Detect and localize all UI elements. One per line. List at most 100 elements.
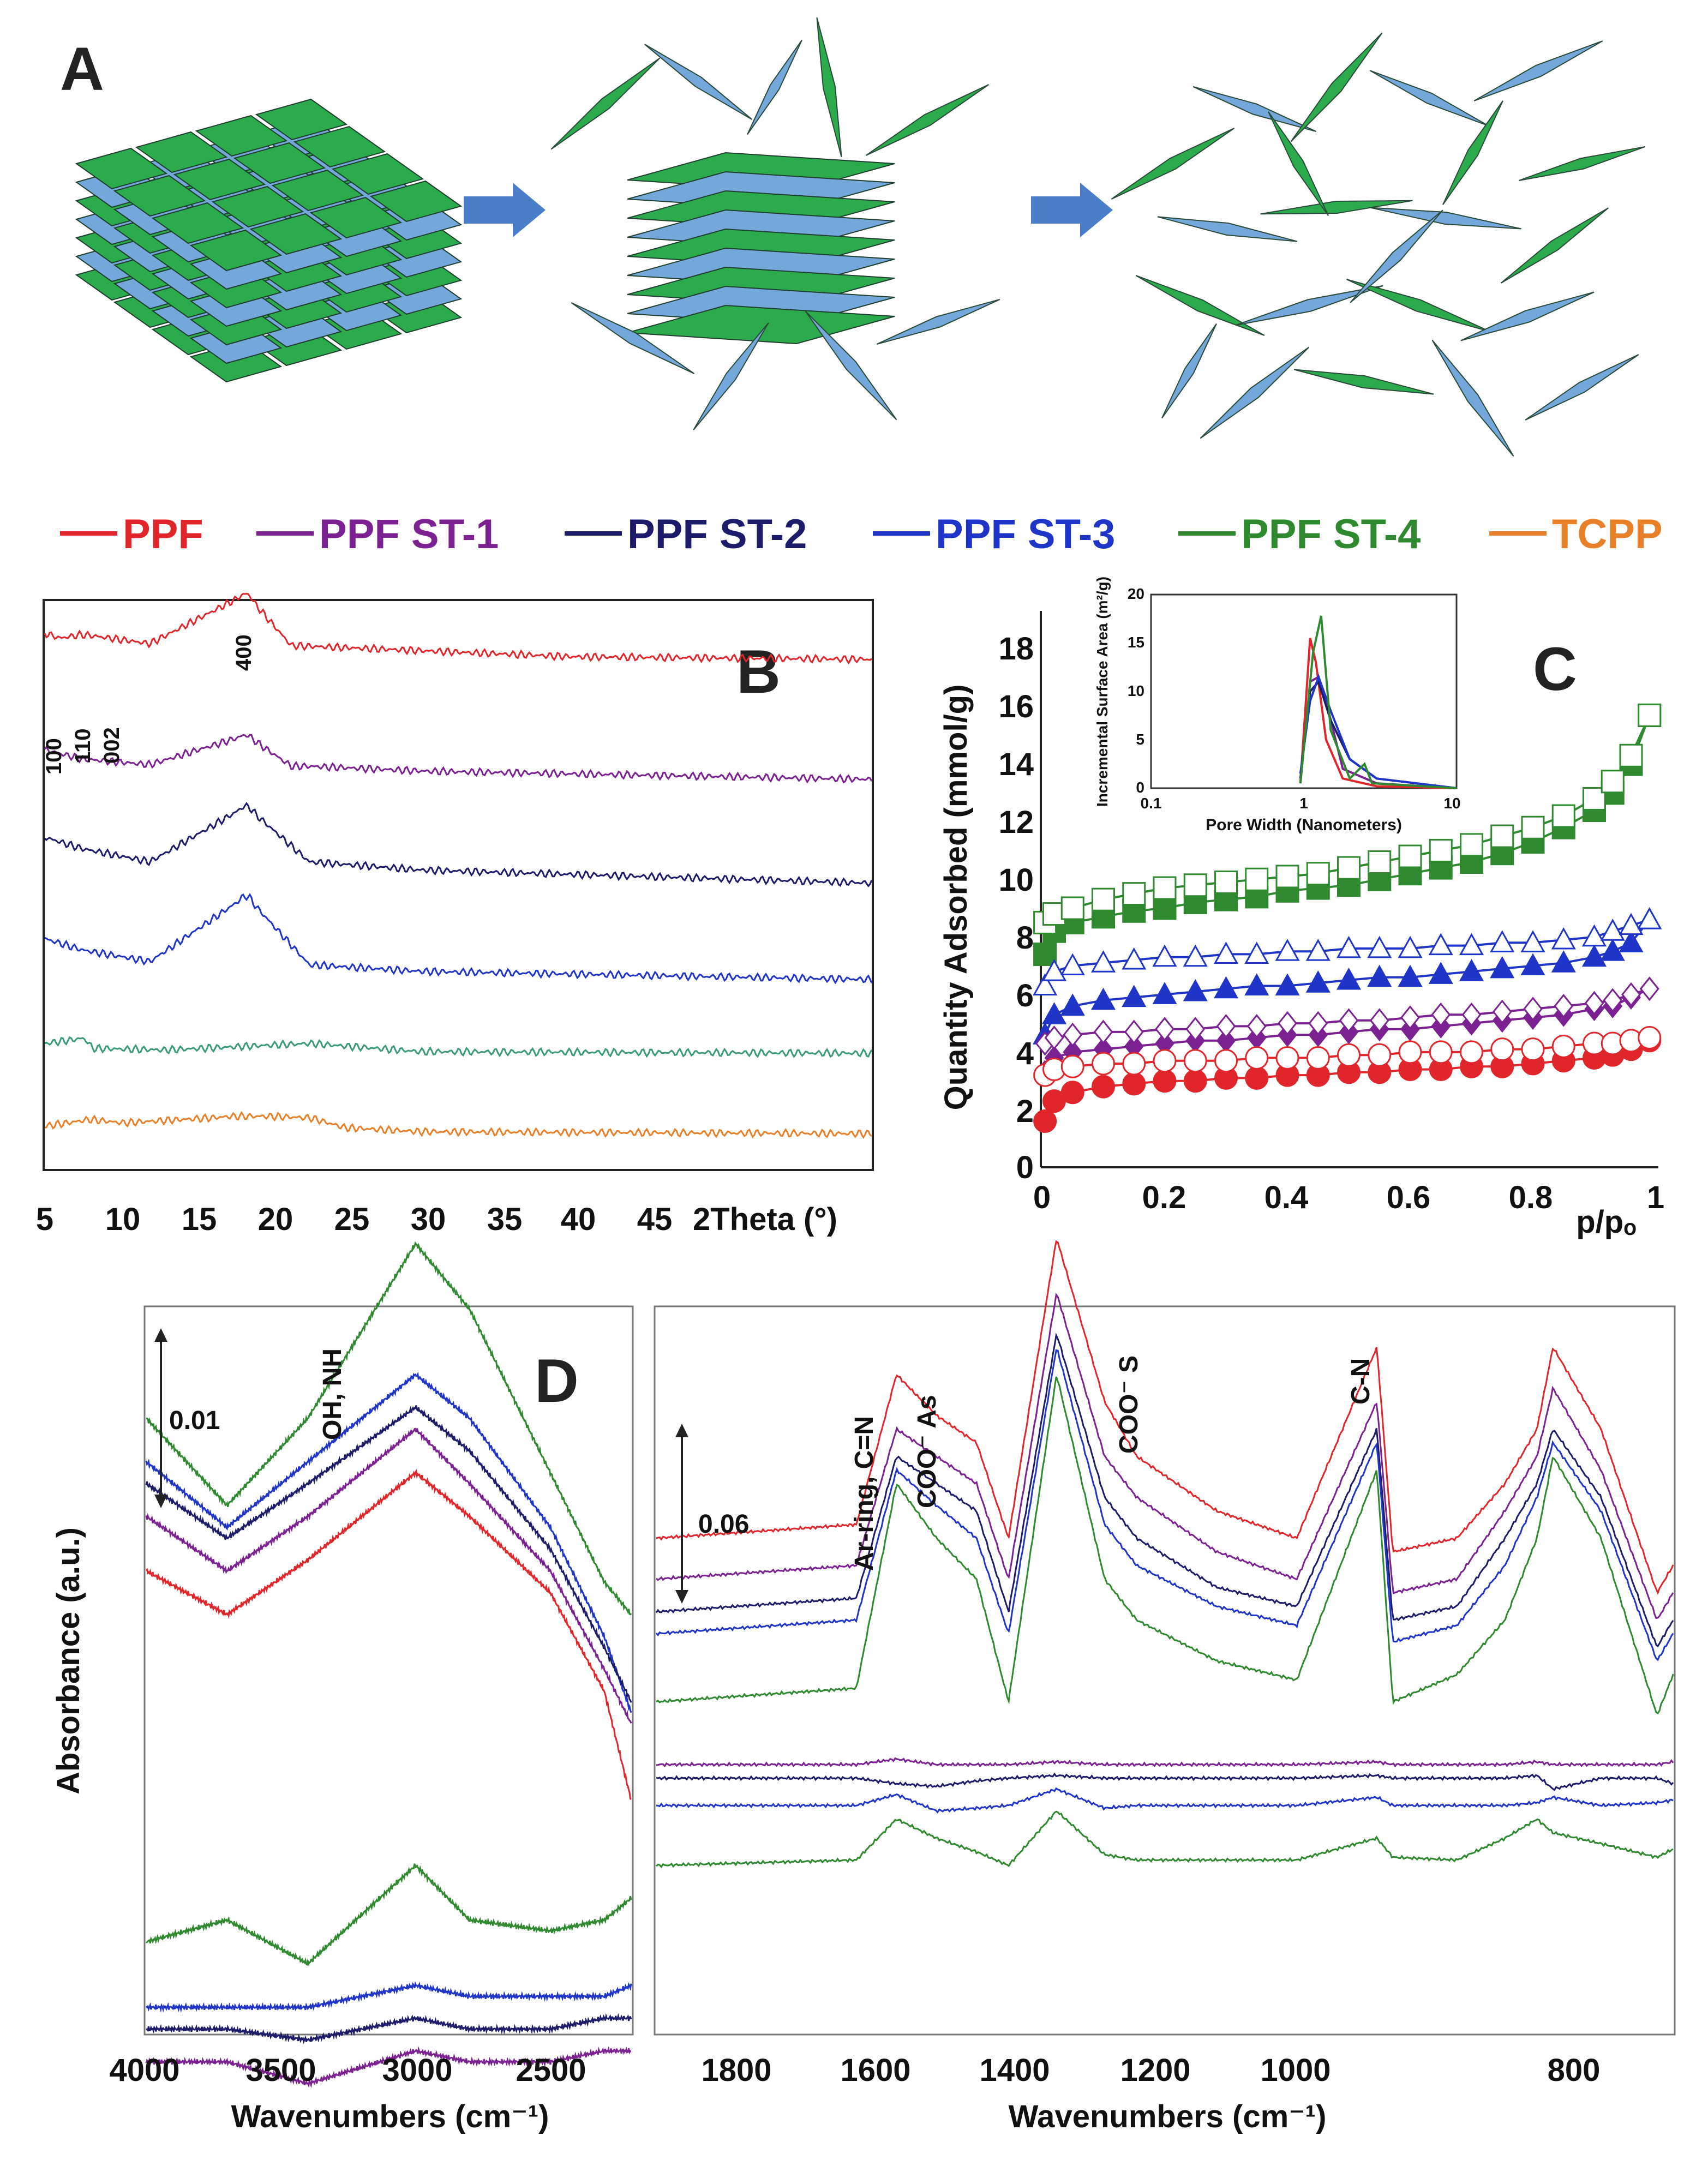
stack2-loose-sheet-3 — [865, 84, 990, 156]
isotherm-point-ppf-desorption-7 — [1214, 1049, 1238, 1073]
peak-label-002: 002 — [100, 727, 124, 764]
isotherm-point-ppf-st-1-desorption-8 — [1246, 1013, 1267, 1039]
panel-label-b: B — [736, 638, 781, 706]
stack1-tile-0-2-0 — [151, 202, 244, 244]
xrd-line-tcpp — [44, 1111, 872, 1139]
x-axis-title-d-right: Wavenumbers (cm⁻¹) — [1009, 2099, 1327, 2134]
isotherm-point-ppf-st-1-desorption-4 — [1124, 1019, 1144, 1045]
isotherm-point-ppf-st-4-desorption-15 — [1460, 833, 1483, 857]
isotherm-point-ppf-st-3-desorption-2 — [1060, 953, 1085, 976]
plot-d-left-frame — [143, 1305, 634, 2036]
scale-bar-right-top-arrow — [675, 1424, 688, 1437]
inset-y-tick-0: 0 — [1136, 779, 1144, 796]
isotherm-point-ppf-st-3-adsorption-10 — [1305, 970, 1331, 993]
isotherm-point-ppf-st-4-desorption-4 — [1122, 882, 1146, 906]
isotherm-point-ppf-st-3-desorption-11 — [1336, 935, 1362, 958]
ftir-line-ppf-st-3 — [145, 1371, 632, 1713]
stack3-sheet-2 — [1290, 32, 1383, 142]
x-axis-title-c: p/pₒ — [1576, 1204, 1637, 1240]
isotherm-point-ppf-desorption-8 — [1245, 1046, 1269, 1070]
isotherm-point-ppf-st-3-adsorption-13 — [1398, 964, 1423, 987]
isotherm-point-ppf-st-3-desorption-10 — [1305, 939, 1331, 961]
legend-label-st1: PPF ST-1 — [319, 511, 499, 557]
isotherm-point-ppf-st-4-desorption-21 — [1619, 743, 1643, 767]
isotherm-point-ppf-st-3-desorption-16 — [1490, 930, 1515, 952]
peak-label-400: 400 — [232, 634, 256, 671]
stack1-tile-0-0-0 — [75, 147, 168, 190]
legend-label-tcpp: TCPP — [1552, 511, 1663, 557]
y-tick-c-7: 14 — [998, 747, 1034, 782]
x-tick-dl-0: 4000 — [109, 2053, 179, 2088]
stack2-loose-sheet-6 — [805, 310, 897, 421]
xrd-line-ppf-st-2 — [44, 802, 873, 887]
isotherm-point-ppf-desorption-13 — [1398, 1040, 1422, 1064]
stack1-tile-0-1-0 — [113, 175, 206, 217]
y-tick-c-8: 16 — [998, 689, 1034, 724]
annotation-coo-s: COO⁻ S — [1114, 1355, 1143, 1454]
stack1-tile-0-0-3 — [255, 98, 348, 141]
isotherm-point-ppf-st-3-desorption-9 — [1275, 939, 1300, 961]
isotherm-point-ppf-st-4-desorption-22 — [1638, 703, 1662, 727]
stack3-sheet-8 — [1370, 207, 1521, 230]
isotherm-point-ppf-desorption-10 — [1306, 1046, 1330, 1070]
legend-label-st4: PPF ST-4 — [1241, 511, 1421, 557]
isotherm-point-ppf-desorption-12 — [1368, 1043, 1392, 1067]
x-tick-b-4: 25 — [334, 1202, 370, 1237]
isotherm-point-ppf-st-3-adsorption-19 — [1581, 944, 1607, 967]
stack3-sheet-17 — [1525, 354, 1639, 421]
xrd-line-ppf — [44, 592, 872, 665]
y-tick-c-5: 10 — [998, 862, 1034, 898]
stack3-sheet-6 — [1157, 216, 1298, 242]
isotherm-point-ppf-desorption-5 — [1153, 1049, 1177, 1073]
isotherm-point-ppf-st-3-desorption-4 — [1122, 947, 1147, 970]
x-tick-c-2: 0.4 — [1264, 1180, 1309, 1215]
stack3-sheet-13 — [1460, 291, 1595, 341]
plot-d-right — [655, 1240, 1674, 1868]
isotherm-point-ppf-st-1-desorption-22 — [1639, 976, 1659, 1001]
stack1-tile-0-0-2 — [195, 115, 288, 157]
stack2-loose-sheet-2 — [816, 17, 842, 158]
isotherm-point-ppf-st-1-desorption-3 — [1093, 1019, 1113, 1045]
isotherm-point-ppf-st-4-desorption-12 — [1368, 850, 1392, 874]
isotherm-point-ppf-st-3-adsorption-14 — [1428, 962, 1453, 984]
ftir-line-ppf — [145, 1469, 632, 1801]
x-tick-b-5: 30 — [411, 1202, 446, 1237]
isotherm-point-ppf-st-3-desorption-22 — [1637, 907, 1662, 929]
scale-bar-right-bottom-arrow — [675, 1590, 688, 1604]
annotation-c-n: C-N — [1346, 1358, 1375, 1405]
x-axis-title-b: 2Theta (°) — [693, 1202, 837, 1237]
isotherm-point-ppf-st-3-adsorption-16 — [1490, 956, 1515, 979]
inset-x-tick-1: 1 — [1299, 795, 1308, 812]
plot-d-left — [145, 1241, 632, 2089]
stack1-tile-0-2-1 — [211, 185, 304, 228]
xrd-line-ppf-st-4 — [44, 1036, 873, 1059]
isotherm-point-ppf-adsorption-4 — [1122, 1072, 1146, 1096]
annotation-oh-nh: OH, NH — [318, 1348, 347, 1440]
annotation-coo-as: COO⁻ As — [913, 1395, 942, 1508]
panel-label-a: A — [60, 35, 104, 103]
isotherm-point-ppf-st-3-desorption-8 — [1244, 941, 1269, 964]
x-tick-b-6: 35 — [487, 1202, 523, 1237]
xrd-line-ppf-st-1 — [44, 734, 873, 784]
stack3-sheet-16 — [1431, 339, 1514, 457]
x-tick-c-4: 0.8 — [1509, 1180, 1553, 1215]
isotherm-point-ppf-st-3-adsorption-4 — [1122, 985, 1147, 1007]
x-ticks-c: 0 0.2 0.4 0.6 0.8 1 p/pₒ — [1033, 1180, 1664, 1240]
isotherm-point-ppf-st-4-desorption-20 — [1601, 770, 1625, 794]
stack1-tile-0-3-2 — [309, 196, 403, 239]
stack3-sheet-9 — [1501, 207, 1609, 284]
isotherm-point-ppf-st-3-desorption-15 — [1459, 933, 1484, 956]
inset-line-ppf-st-4 — [1299, 615, 1457, 789]
isotherm-point-ppf-st-3-desorption-18 — [1551, 927, 1576, 950]
stack2-loose-sheet-0 — [550, 57, 661, 150]
ftir-line-ppf-st-4-diff — [655, 1810, 1674, 1868]
stack2-loose-sheet-8 — [747, 39, 802, 135]
plot-c — [1033, 703, 1662, 1133]
inset-plot — [1299, 615, 1457, 789]
x-ticks-d-left: 4000 3500 3000 2500 Wavenumbers (cm⁻¹) — [109, 2053, 586, 2134]
y-tick-c-3: 6 — [1016, 978, 1034, 1013]
legend-label-st3: PPF ST-3 — [936, 511, 1115, 557]
x-ticks-b: 5 10 15 20 25 30 35 40 45 2Theta (°) — [36, 1202, 837, 1237]
isotherm-point-ppf-st-4-adsorption-5 — [1153, 896, 1177, 920]
isotherm-point-ppf-st-4-desorption-3 — [1092, 887, 1115, 911]
